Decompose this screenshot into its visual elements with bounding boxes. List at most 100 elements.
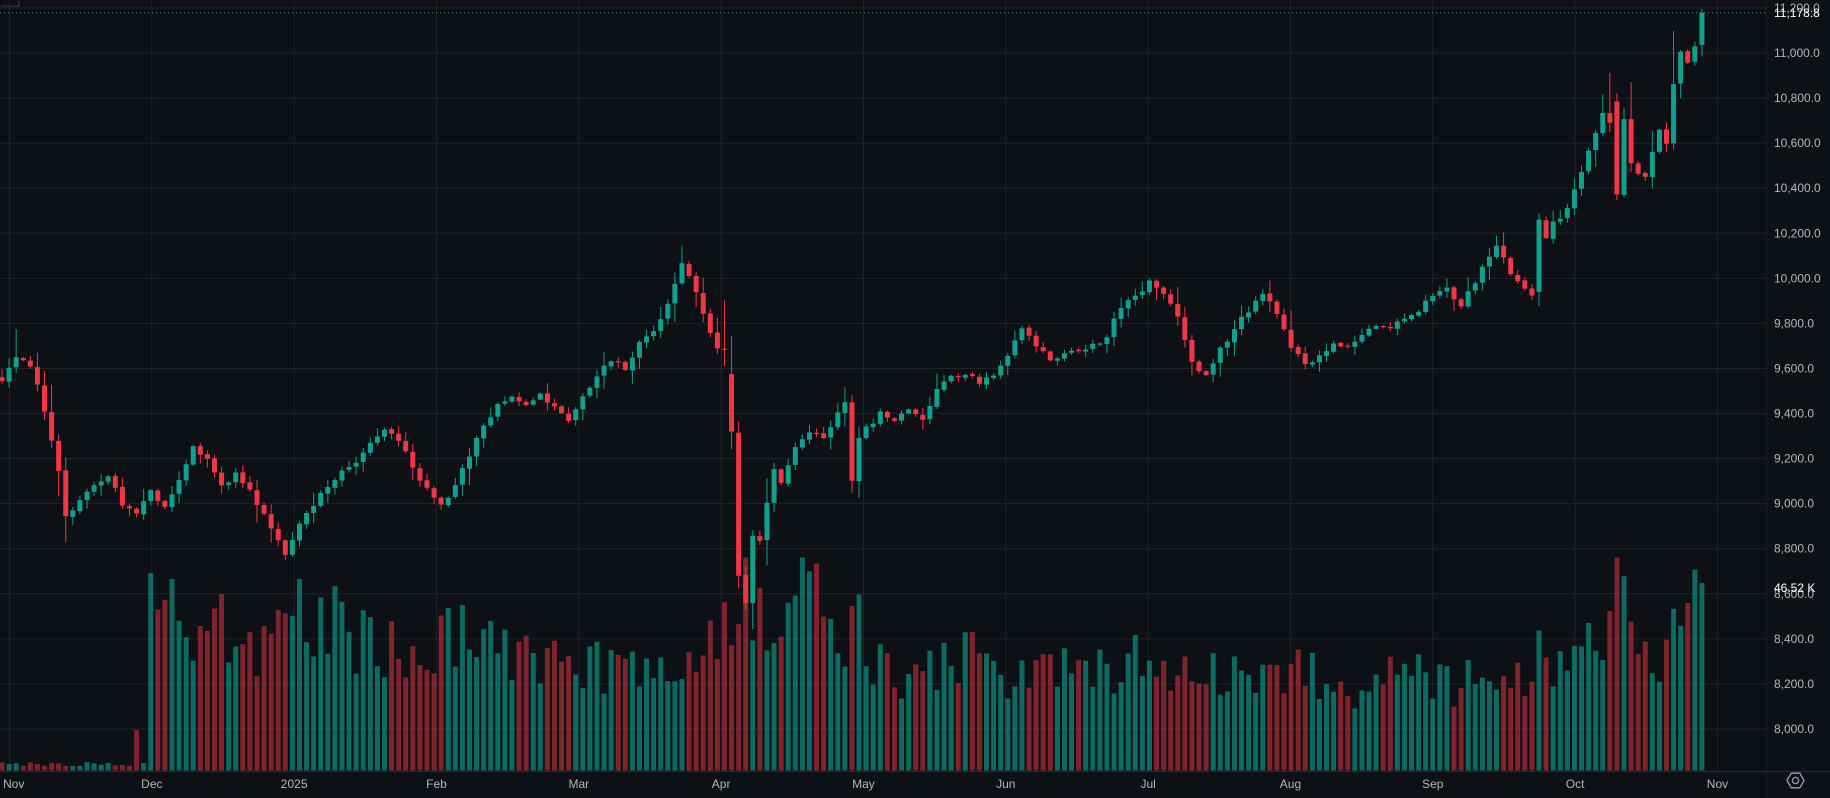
chart-pane[interactable] <box>0 0 1766 771</box>
month-label[interactable]: Nov <box>3 777 24 791</box>
month-label[interactable]: Jul <box>1140 777 1155 791</box>
candle-body <box>559 406 565 414</box>
month-label[interactable]: 2025 <box>281 777 308 791</box>
volume-bar <box>1465 660 1471 771</box>
volume-bar <box>530 652 536 771</box>
volume-bar <box>842 666 848 771</box>
volume-bar <box>1472 684 1478 771</box>
candle-body <box>445 497 451 506</box>
candle-body <box>13 357 19 368</box>
candle-body <box>1465 291 1471 307</box>
volume-bar <box>1054 686 1060 771</box>
candle-body <box>976 376 982 384</box>
chart-settings-button[interactable] <box>1786 771 1813 797</box>
candle-body <box>1132 295 1138 300</box>
volume-bar <box>1359 690 1365 771</box>
month-label[interactable]: Apr <box>712 777 731 791</box>
candle-body <box>282 540 288 555</box>
candle-body <box>1040 347 1046 352</box>
candle-body <box>821 433 827 439</box>
volume-bar <box>1387 656 1393 771</box>
volume-bar <box>282 613 288 771</box>
candle-body <box>1621 119 1627 195</box>
volume-bar <box>367 617 373 771</box>
candle-body <box>268 514 274 529</box>
month-label[interactable]: Aug <box>1280 777 1301 791</box>
candle-body <box>849 402 855 481</box>
month-label[interactable]: Sep <box>1422 777 1444 791</box>
volume-bar <box>1316 698 1322 771</box>
candle-body <box>1069 350 1075 353</box>
volume-bar <box>1685 603 1691 771</box>
volume-bar <box>1331 691 1337 771</box>
price-tick-label: 10,800.0 <box>1774 91 1821 105</box>
month-label[interactable]: Jun <box>996 777 1015 791</box>
candle-body <box>197 446 203 455</box>
candle-body <box>1430 295 1436 302</box>
volume-bar <box>1175 675 1181 771</box>
volume-bar <box>219 594 225 771</box>
month-label[interactable]: Feb <box>426 777 447 791</box>
candle-body <box>1224 341 1230 348</box>
month-label[interactable]: Mar <box>568 777 589 791</box>
candle-body <box>1026 327 1032 336</box>
candle-body <box>629 357 635 371</box>
candle-body <box>1607 113 1613 123</box>
candle-body <box>91 485 97 492</box>
month-labels: Nov Dec 2025 Feb Mar Apr May Jun Jul Aug Sep Oct Nov <box>3 777 1728 791</box>
candle-body <box>1550 221 1556 239</box>
month-label[interactable]: Oct <box>1566 777 1585 791</box>
candle-body <box>920 414 926 420</box>
candle-body <box>1359 334 1365 342</box>
volume-bar <box>934 689 940 771</box>
candle-body <box>1664 129 1670 144</box>
volume-bar <box>1196 683 1202 771</box>
candle-body <box>466 456 472 469</box>
volume-bar <box>197 625 203 771</box>
candle-body <box>20 358 26 361</box>
volume-bar <box>1132 634 1138 771</box>
volume-bar <box>176 620 182 771</box>
candle-body <box>431 488 437 498</box>
candle-body <box>1253 300 1259 312</box>
volume-bar <box>1501 676 1507 771</box>
volume-bar <box>1260 664 1266 771</box>
volume-bar <box>757 587 763 771</box>
time-axis[interactable] <box>0 772 1766 798</box>
candle-body <box>870 423 876 428</box>
candle-body <box>1139 291 1145 296</box>
month-label[interactable]: May <box>852 777 875 791</box>
volume-bar <box>1692 569 1698 771</box>
candle-body <box>233 472 239 483</box>
candle-body <box>481 425 487 439</box>
candle-body <box>1083 349 1089 352</box>
month-label[interactable]: Dec <box>141 777 162 791</box>
volume-bar <box>148 573 154 771</box>
candle-body <box>219 472 225 486</box>
price-tick-labels: 11,200.0 11,000.0 10,800.0 10,600.0 10,400.0… <box>1774 1 1821 736</box>
volume-bar <box>389 621 395 771</box>
volume-bar <box>105 763 111 771</box>
volume-bar <box>424 669 430 771</box>
candle-body <box>1409 315 1415 320</box>
candle-body <box>948 375 954 382</box>
candle-body <box>1316 355 1322 363</box>
candle-body <box>1373 325 1379 329</box>
candle-body <box>452 485 458 497</box>
month-label[interactable]: Nov <box>1707 777 1728 791</box>
candle-body <box>1458 299 1464 307</box>
candle-body <box>403 440 409 452</box>
volume-bar <box>1168 690 1174 771</box>
volume-bar <box>41 765 47 771</box>
volume-bar <box>835 653 841 771</box>
candle-body <box>1628 119 1634 164</box>
volume-bar <box>976 653 982 771</box>
volume-bar <box>1224 691 1230 771</box>
volume-bar <box>1699 583 1705 771</box>
volume-bar <box>544 647 550 771</box>
candle-body <box>1274 301 1280 315</box>
volume-bar <box>474 657 480 771</box>
volume-bar <box>91 763 97 771</box>
price-axis[interactable] <box>1766 0 1830 771</box>
volume-bar <box>1295 649 1301 771</box>
